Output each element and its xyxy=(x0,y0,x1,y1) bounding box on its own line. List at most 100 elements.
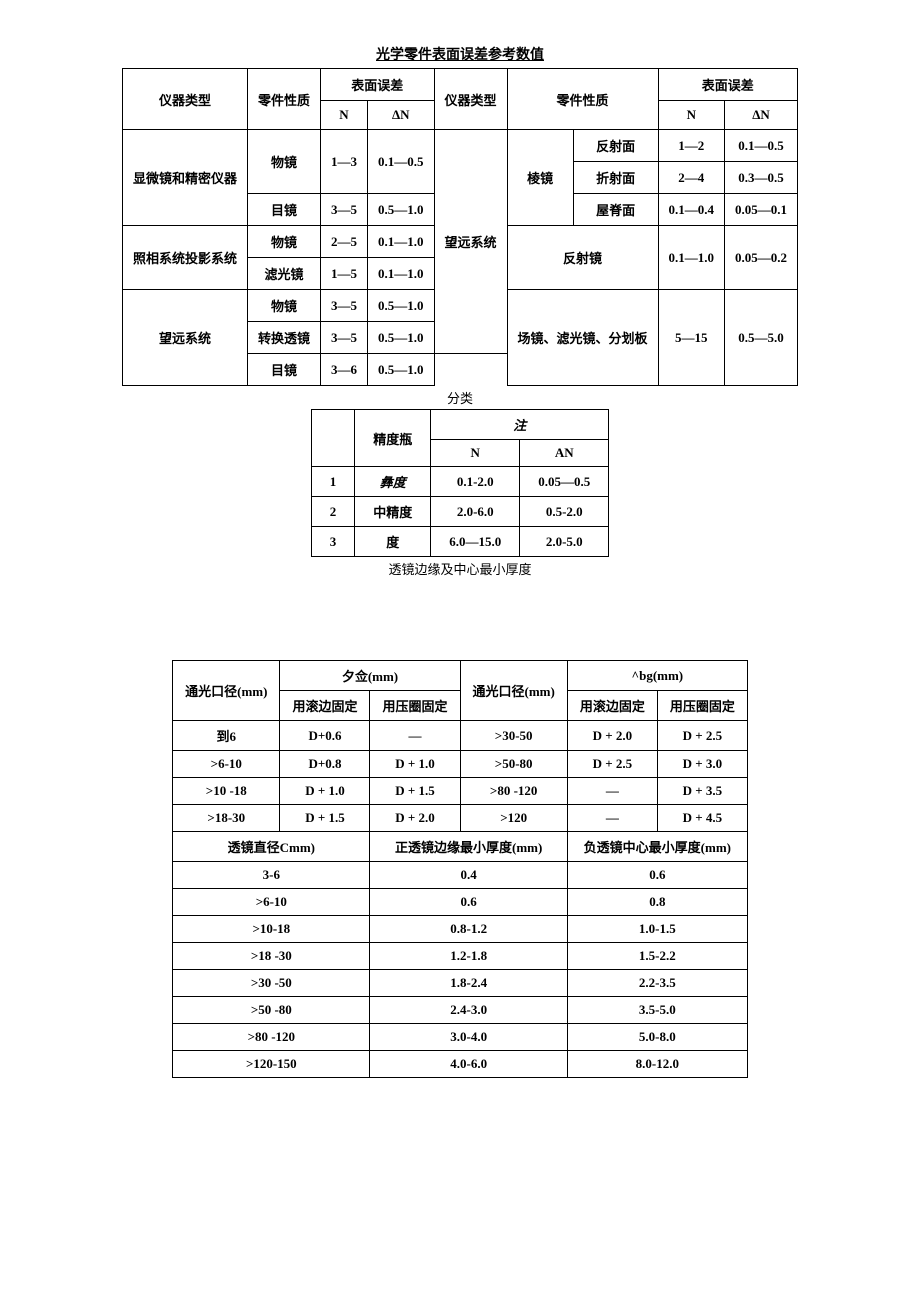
cell: 目镜 xyxy=(247,354,320,386)
title-1: 光学零件表面误差参考数值 xyxy=(40,44,880,64)
cell: >30 -50 xyxy=(173,970,370,997)
table-row: 到6 D+0.6 — >30-50 D + 2.0 D + 2.5 xyxy=(173,721,748,751)
cell: 1—3 xyxy=(321,130,368,194)
cell: 0.1—1.0 xyxy=(658,226,725,290)
cell: 3—5 xyxy=(321,322,368,354)
cell: >50 -80 xyxy=(173,997,370,1024)
cell-group1-label: 显微镜和精密仪器 xyxy=(122,130,247,226)
th-part-nature2: 零件性质 xyxy=(507,69,658,130)
cell: 5.0-8.0 xyxy=(567,1024,747,1051)
cell: 0.5—1.0 xyxy=(368,194,435,226)
cell: D + 1.5 xyxy=(370,778,460,805)
th-precision: 精度瓶 xyxy=(355,410,431,467)
cell: 2.2-3.5 xyxy=(567,970,747,997)
cell: 0.1—1.0 xyxy=(368,258,435,290)
table-row: >10 -18 D + 1.0 D + 1.5 >80 -120 — D + 3… xyxy=(173,778,748,805)
cell: 0.05—0.1 xyxy=(725,194,798,226)
table-row: 3 度 6.0—15.0 2.0-5.0 xyxy=(311,527,609,557)
table-row: >30 -50 1.8-2.4 2.2-3.5 xyxy=(173,970,748,997)
th-part-nature: 零件性质 xyxy=(247,69,320,130)
th-N2: N xyxy=(658,101,725,130)
cell: 0.3—0.5 xyxy=(725,162,798,194)
cell: 3-6 xyxy=(173,862,370,889)
cell: 1—2 xyxy=(658,130,725,162)
cell: 5—15 xyxy=(658,290,725,386)
cell: 3—5 xyxy=(321,290,368,322)
cell: 折射面 xyxy=(573,162,658,194)
th-aperture: 通光口径(mm) xyxy=(173,661,280,721)
cell: 2.4-3.0 xyxy=(370,997,567,1024)
cell: >6-10 xyxy=(173,751,280,778)
cell: 到6 xyxy=(173,721,280,751)
th-pos: 正透镜边缘最小厚度(mm) xyxy=(370,832,567,862)
cell-group2-label: 照相系统投影系统 xyxy=(122,226,247,290)
cell: 1.8-2.4 xyxy=(370,970,567,997)
th-surface-error2: 表面误差 xyxy=(658,69,798,101)
cell-prism: 棱镜 xyxy=(507,130,573,226)
cell: >120 xyxy=(460,805,567,832)
cell: D + 3.0 xyxy=(657,751,747,778)
th-press: 用压圈固定 xyxy=(370,691,460,721)
table-row: >10-18 0.8-1.2 1.0-1.5 xyxy=(173,916,748,943)
cell: 2—5 xyxy=(321,226,368,258)
cell: 6.0—15.0 xyxy=(431,527,520,557)
cell: 度 xyxy=(355,527,431,557)
cell: >10 -18 xyxy=(173,778,280,805)
caption-2: 透镜边缘及中心最小厚度 xyxy=(40,559,880,578)
th-N: N xyxy=(431,440,520,467)
table-row: 1 彝度 0.1-2.0 0.05—0.5 xyxy=(311,467,609,497)
cell: 1.0-1.5 xyxy=(567,916,747,943)
th-AN: AN xyxy=(520,440,609,467)
cell: 0.5—1.0 xyxy=(368,290,435,322)
cell: >30-50 xyxy=(460,721,567,751)
cell: 2.0-6.0 xyxy=(431,497,520,527)
cell: 物镜 xyxy=(247,130,320,194)
cell: 反射镜 xyxy=(507,226,658,290)
cell: D + 1.0 xyxy=(280,778,370,805)
cell: 0.1—1.0 xyxy=(368,226,435,258)
cell: 0.05—0.5 xyxy=(520,467,609,497)
cell: >80 -120 xyxy=(173,1024,370,1051)
cell: D + 2.0 xyxy=(370,805,460,832)
th-instrument-type2: 仪器类型 xyxy=(434,69,507,130)
cell: 0.5—1.0 xyxy=(368,322,435,354)
table-row: >18 -30 1.2-1.8 1.5-2.2 xyxy=(173,943,748,970)
th-diam: 透镜直径Cmm) xyxy=(173,832,370,862)
table-row: 3-6 0.4 0.6 xyxy=(173,862,748,889)
table-row: 2 中精度 2.0-6.0 0.5-2.0 xyxy=(311,497,609,527)
cell: 物镜 xyxy=(247,290,320,322)
cell: 3 xyxy=(311,527,355,557)
cell: 1 xyxy=(311,467,355,497)
cell: 0.1—0.4 xyxy=(658,194,725,226)
cell: 0.1—0.5 xyxy=(725,130,798,162)
table-optical-error: 仪器类型 零件性质 表面误差 仪器类型 零件性质 表面误差 N ΔN N ΔN … xyxy=(122,68,798,386)
table-row: >80 -120 3.0-4.0 5.0-8.0 xyxy=(173,1024,748,1051)
th-surface-error: 表面误差 xyxy=(321,69,435,101)
th-aperture2: 通光口径(mm) xyxy=(460,661,567,721)
cell: 1.5-2.2 xyxy=(567,943,747,970)
cell: 2.0-5.0 xyxy=(520,527,609,557)
cell: 0.05—0.2 xyxy=(725,226,798,290)
cell: 8.0-12.0 xyxy=(567,1051,747,1078)
th-instrument-type: 仪器类型 xyxy=(122,69,247,130)
cell: D + 3.5 xyxy=(657,778,747,805)
cell: 场镜、滤光镜、分划板 xyxy=(507,290,658,386)
cell: 0.8 xyxy=(567,889,747,916)
th-deltaN: ΔN xyxy=(368,101,435,130)
th-roll: 用滚边固定 xyxy=(280,691,370,721)
table-row: >6-10 0.6 0.8 xyxy=(173,889,748,916)
cell: 0.5—1.0 xyxy=(368,354,435,386)
cell: >18 -30 xyxy=(173,943,370,970)
cell: 转换透镜 xyxy=(247,322,320,354)
cell: 屋脊面 xyxy=(573,194,658,226)
cell: 3—5 xyxy=(321,194,368,226)
cell: — xyxy=(370,721,460,751)
cell: D + 4.5 xyxy=(657,805,747,832)
cell: D+0.8 xyxy=(280,751,370,778)
cell: 0.1-2.0 xyxy=(431,467,520,497)
cell: 0.1—0.5 xyxy=(368,130,435,194)
th-N: N xyxy=(321,101,368,130)
th-blank xyxy=(311,410,355,467)
th-roll2: 用滚边固定 xyxy=(567,691,657,721)
cell: >10-18 xyxy=(173,916,370,943)
